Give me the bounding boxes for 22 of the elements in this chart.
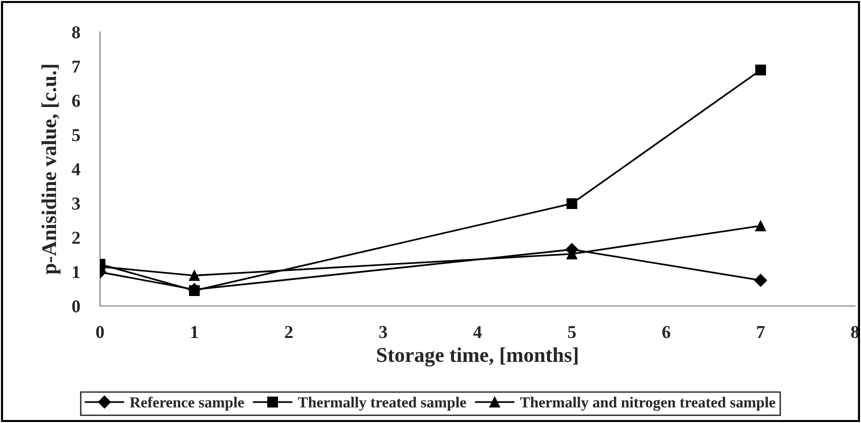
x-tick-label: 7 <box>757 326 765 338</box>
y-tick-label: 6 <box>72 94 80 107</box>
x-tick-label: 1 <box>191 326 198 338</box>
x-tick-label: 4 <box>473 326 482 338</box>
legend-label: Thermally treated sample <box>298 396 466 411</box>
y-tick-label: 2 <box>72 232 80 244</box>
x-tick-label: 6 <box>662 326 670 338</box>
legend-label: Thermally and nitrogen treated sample <box>520 396 776 411</box>
x-tick-label: 5 <box>568 326 576 338</box>
x-tick-label: 3 <box>379 326 388 338</box>
y-tick-label: 4 <box>72 163 80 176</box>
y-tick-label: 8 <box>72 26 80 38</box>
x-tick-label: 2 <box>284 326 292 338</box>
x-tick-label: 0 <box>96 326 104 338</box>
y-tick-label: 3 <box>72 198 80 210</box>
y-axis-title: p-Anisidine value, [c.u.] <box>42 64 60 274</box>
x-axis-title: Storage time, [months] <box>377 347 578 366</box>
y-tick-label: 5 <box>72 129 80 142</box>
y-tick-label: 1 <box>72 266 80 278</box>
y-tick-label: 7 <box>72 60 80 73</box>
legend-label: Reference sample <box>130 396 244 411</box>
y-tick-label: 0 <box>72 300 80 312</box>
